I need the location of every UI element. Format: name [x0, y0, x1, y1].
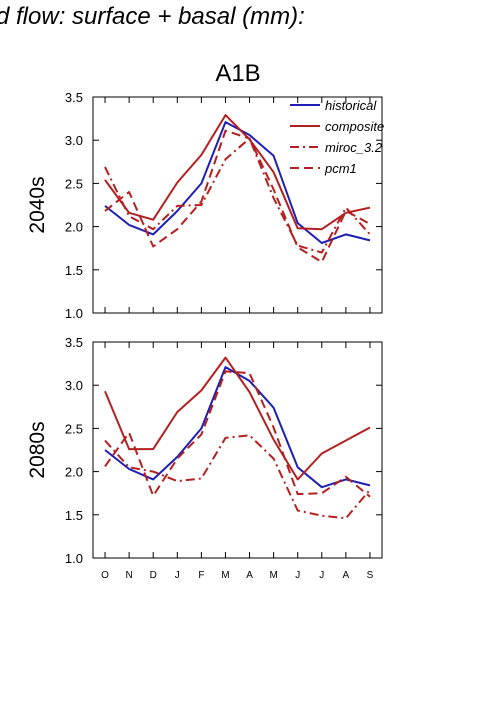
x-tick-label: O [101, 570, 109, 581]
series-line-miroc-3-2 [104, 137, 371, 254]
y-tick-label: 1.5 [65, 508, 83, 523]
y-tick-label: 2.0 [65, 465, 83, 480]
y-tick-label: 2.5 [65, 421, 83, 436]
x-tick-label: N [126, 570, 133, 581]
series-line-pcm1 [104, 370, 371, 498]
y-tick-label: 1.0 [65, 306, 83, 321]
y-tick-label: 2.5 [65, 176, 83, 191]
x-tick-label: F [198, 570, 204, 581]
series-line-composite [104, 356, 371, 481]
row-label-2040s: 2040s [26, 176, 49, 233]
y-tick-label: 2.0 [65, 220, 83, 235]
scenario-title: A1B [215, 60, 260, 87]
x-tick-label: D [150, 570, 157, 581]
y-tick-label: 1.0 [65, 551, 83, 566]
row-label-2080s: 2080s [26, 421, 49, 478]
y-tick-label: 3.0 [65, 133, 83, 148]
plot-frame [92, 341, 383, 559]
y-tick-label: 3.5 [65, 335, 83, 350]
series-line-pcm1 [104, 129, 371, 263]
legend: historical composite miroc_3.2 pcm1 [290, 98, 384, 176]
x-tick-label: M [221, 570, 229, 581]
x-tick-label: J [295, 570, 300, 581]
x-tick-label: J [175, 570, 180, 581]
panel-2040s: 2040s 1.0 1.5 2.0 2.5 3.0 3.5 historical compos… [26, 90, 384, 321]
figure-header: d flow: surface + basal (mm): [0, 3, 305, 30]
x-tick-label: S [367, 570, 374, 581]
legend-label: miroc_3.2 [325, 140, 383, 155]
x-tick-label: A [343, 570, 350, 581]
y-tick-label: 3.5 [65, 90, 83, 105]
legend-label: composite [325, 119, 384, 134]
x-tick-label: A [246, 570, 253, 581]
x-tick-label: J [319, 570, 324, 581]
x-tick-label: M [269, 570, 277, 581]
y-tick-label: 3.0 [65, 378, 83, 393]
y-tick-label: 1.5 [65, 263, 83, 278]
legend-label: historical [325, 98, 377, 113]
plot-frame [92, 96, 383, 314]
legend-label: pcm1 [324, 161, 357, 176]
series-line-composite [104, 114, 371, 231]
panel-2080s: 2080s 1.0 1.5 2.0 2.5 3.0 3.5 O N D J F M A M J J A S [26, 335, 383, 581]
